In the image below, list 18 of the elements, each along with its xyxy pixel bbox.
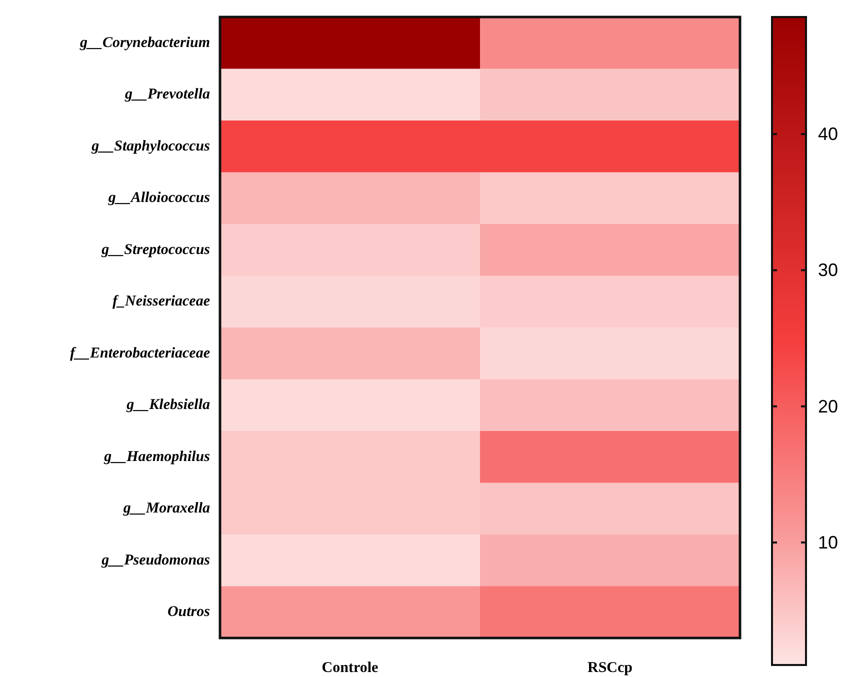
- y-tick-label: g__Prevotella: [124, 86, 210, 103]
- color-bar-label: 20: [818, 396, 838, 416]
- x-tick-label: Controle: [322, 660, 379, 676]
- color-bar-label: 10: [818, 532, 838, 552]
- y-tick-label: g__Haemophilus: [103, 448, 210, 465]
- y-tick-label: g__Klebsiella: [126, 397, 210, 414]
- y-tick-label: f_Neisseriaceae: [112, 294, 210, 310]
- color-bar-label: 40: [818, 124, 838, 144]
- y-tick-label: g__Alloiococcus: [107, 190, 210, 206]
- y-tick-label: g__Pseudomonas: [100, 552, 210, 568]
- color-bar-label: 30: [818, 260, 838, 280]
- y-tick-label: g__Moraxella: [122, 500, 210, 517]
- y-tick-label: g__Streptococcus: [100, 242, 210, 258]
- y-tick-label: g__Corynebacterium: [79, 34, 210, 51]
- y-tick-label: Outros: [167, 604, 210, 620]
- y-tick-label: g__Staphylococcus: [90, 138, 210, 154]
- y-tick-label: f__Enterobacteriaceae: [70, 345, 210, 362]
- x-tick-label: RSCcp: [587, 660, 633, 676]
